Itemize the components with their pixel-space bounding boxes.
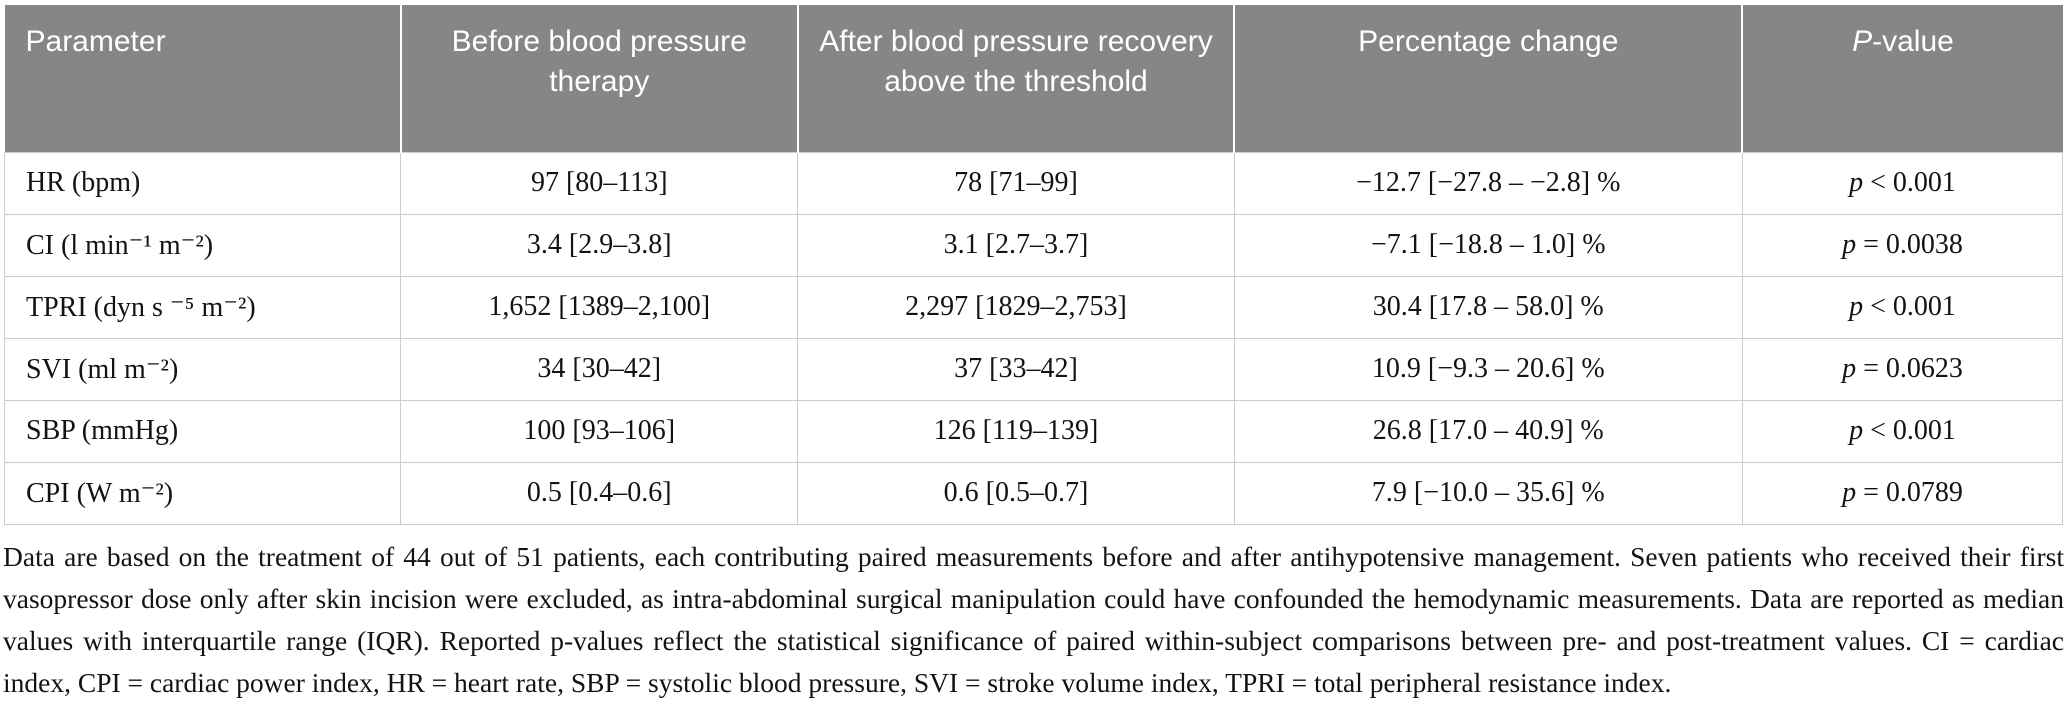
table-row-svi: SVI (ml m⁻²) 34 [30–42] 37 [33–42] 10.9 … — [3, 337, 2064, 401]
table-row-hr: HR (bpm) 97 [80–113] 78 [71–99] −12.7 [−… — [3, 151, 2064, 215]
p-letter: p — [1849, 291, 1864, 322]
p-letter: p — [1849, 415, 1864, 446]
table-row-tpri: TPRI (dyn s ⁻⁵ m⁻²) 1,652 [1389–2,100] 2… — [3, 275, 2064, 339]
cell-before: 1,652 [1389–2,100] — [400, 275, 799, 339]
table-row-sbp: SBP (mmHg) 100 [93–106] 126 [119–139] 26… — [3, 399, 2064, 463]
cell-before: 100 [93–106] — [400, 399, 799, 463]
col-header-after-recovery: After blood pressure recovery above the … — [796, 5, 1235, 152]
p-value-text: = 0.0789 — [1856, 477, 1963, 508]
hemodynamics-table: Parameter Before blood pressure therapy … — [3, 5, 2064, 525]
cell-parameter: HR (bpm) — [3, 151, 402, 215]
p-letter: p — [1842, 477, 1857, 508]
cell-after: 2,297 [1829–2,753] — [797, 275, 1235, 339]
col-header-parameter: Parameter — [4, 5, 401, 152]
cell-p-value: p < 0.001 — [1741, 399, 2064, 463]
cell-change: 10.9 [−9.3 – 20.6] % — [1233, 337, 1743, 401]
p-value-suffix: -value — [1872, 25, 1954, 58]
header-row: Parameter Before blood pressure therapy … — [4, 5, 2063, 152]
col-header-p-value: P-value — [1741, 5, 2063, 152]
cell-before: 97 [80–113] — [400, 151, 799, 215]
cell-p-value: p = 0.0789 — [1741, 461, 2064, 525]
table-body: HR (bpm) 97 [80–113] 78 [71–99] −12.7 [−… — [3, 151, 2064, 525]
cell-after: 0.6 [0.5–0.7] — [797, 461, 1235, 525]
p-value-italic-letter: P — [1852, 25, 1873, 58]
cell-p-value: p = 0.0623 — [1741, 337, 2064, 401]
cell-before: 34 [30–42] — [400, 337, 799, 401]
hemodynamics-table-container: Parameter Before blood pressure therapy … — [3, 5, 2064, 525]
table-header: Parameter Before blood pressure therapy … — [4, 5, 2063, 152]
table-row-cpi: CPI (W m⁻²) 0.5 [0.4–0.6] 0.6 [0.5–0.7] … — [3, 461, 2064, 525]
col-header-percentage-change: Percentage change — [1233, 5, 1743, 152]
cell-parameter: CI (l min⁻¹ m⁻²) — [3, 213, 402, 277]
cell-after: 37 [33–42] — [797, 337, 1235, 401]
cell-change: 7.9 [−10.0 – 35.6] % — [1233, 461, 1743, 525]
p-value-text: = 0.0038 — [1856, 229, 1963, 260]
cell-change: −12.7 [−27.8 – −2.8] % — [1233, 151, 1743, 215]
cell-change: 30.4 [17.8 – 58.0] % — [1233, 275, 1743, 339]
cell-parameter: TPRI (dyn s ⁻⁵ m⁻²) — [3, 275, 402, 339]
p-value-text: = 0.0623 — [1856, 353, 1963, 384]
p-letter: p — [1849, 167, 1864, 198]
cell-change: 26.8 [17.0 – 40.9] % — [1233, 399, 1743, 463]
cell-parameter: SVI (ml m⁻²) — [3, 337, 402, 401]
cell-before: 3.4 [2.9–3.8] — [400, 213, 799, 277]
p-letter: p — [1842, 353, 1857, 384]
cell-p-value: p = 0.0038 — [1741, 213, 2064, 277]
cell-change: −7.1 [−18.8 – 1.0] % — [1233, 213, 1743, 277]
cell-parameter: SBP (mmHg) — [3, 399, 402, 463]
cell-p-value: p < 0.001 — [1741, 275, 2064, 339]
table-row-ci: CI (l min⁻¹ m⁻²) 3.4 [2.9–3.8] 3.1 [2.7–… — [3, 213, 2064, 277]
cell-after: 78 [71–99] — [797, 151, 1235, 215]
cell-after: 126 [119–139] — [797, 399, 1235, 463]
cell-before: 0.5 [0.4–0.6] — [400, 461, 799, 525]
p-value-text: < 0.001 — [1863, 167, 1956, 198]
p-letter: p — [1842, 229, 1857, 260]
cell-after: 3.1 [2.7–3.7] — [797, 213, 1235, 277]
col-header-before-therapy: Before blood pressure therapy — [399, 5, 798, 152]
p-value-text: < 0.001 — [1863, 291, 1956, 322]
p-value-text: < 0.001 — [1863, 415, 1956, 446]
table-footnote: Data are based on the treatment of 44 ou… — [3, 540, 2064, 698]
cell-p-value: p < 0.001 — [1741, 151, 2064, 215]
cell-parameter: CPI (W m⁻²) — [3, 461, 402, 525]
